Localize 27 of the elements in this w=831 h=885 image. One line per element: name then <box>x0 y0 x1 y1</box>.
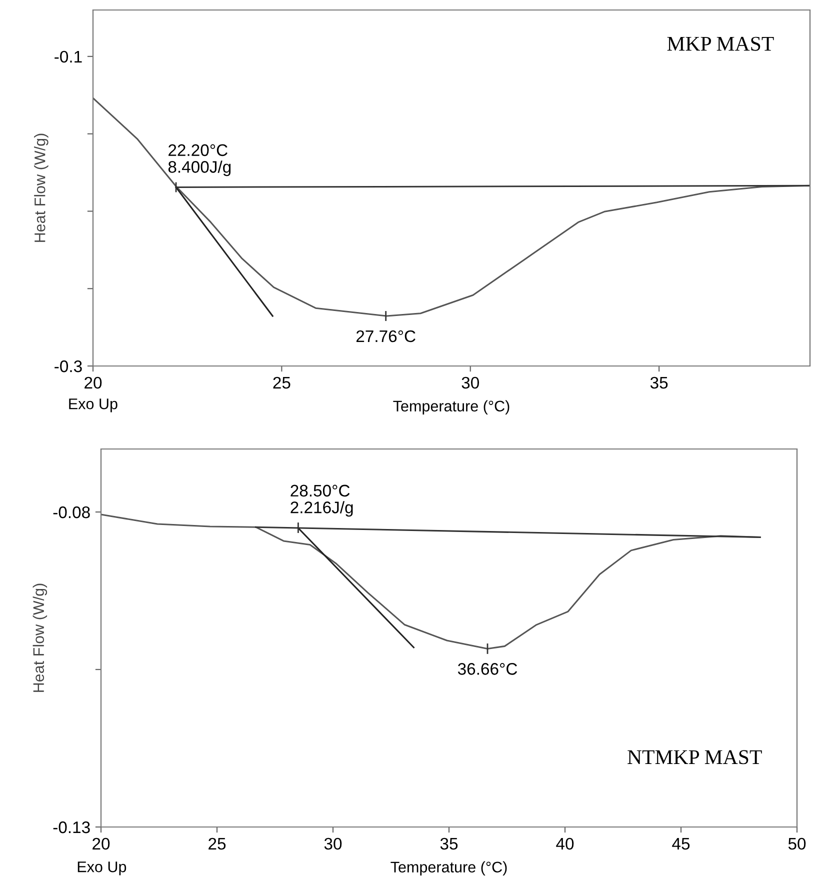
x-axis-title: Temperature (°C) <box>393 400 510 415</box>
y-tick-label: -0.1 <box>54 50 82 63</box>
text: Exo Up <box>78 862 126 876</box>
annotation: 27.76°C <box>356 330 416 342</box>
x-tick-label: 20 <box>84 376 102 389</box>
annotation: MKP MAST <box>667 36 774 51</box>
x-tick-label: 25 <box>273 376 290 389</box>
annotation: 36.66°C <box>458 663 518 675</box>
x-tick-label: 40 <box>556 838 574 850</box>
y-tick-label: -0.13 <box>53 821 90 834</box>
x-tick-label: 45 <box>672 838 690 850</box>
y-tick-label: -0.3 <box>54 360 82 372</box>
x-axis-title: Temperature (°C) <box>390 861 507 876</box>
annotation: 28.50°C 2.216J/g <box>290 484 353 517</box>
x-tick-label: 30 <box>462 376 479 389</box>
x-tick-label: 35 <box>440 838 458 850</box>
x-tick-label: 20 <box>92 838 110 850</box>
x-tick-label: 50 <box>788 838 806 850</box>
x-tick-label: 25 <box>208 838 226 850</box>
text: Exo Up <box>69 398 118 412</box>
y-tick-label: -0.08 <box>53 506 90 518</box>
y-axis-title: Heat Flow (W/g) <box>32 584 48 692</box>
annotation: NTMKP MAST <box>628 750 762 764</box>
x-tick-label: 30 <box>324 838 342 850</box>
y-axis-title: Heat Flow (W/g) <box>34 134 48 242</box>
x-tick-label: 35 <box>650 376 668 389</box>
annotation: 22.20°C 8.400J/g <box>168 144 231 176</box>
